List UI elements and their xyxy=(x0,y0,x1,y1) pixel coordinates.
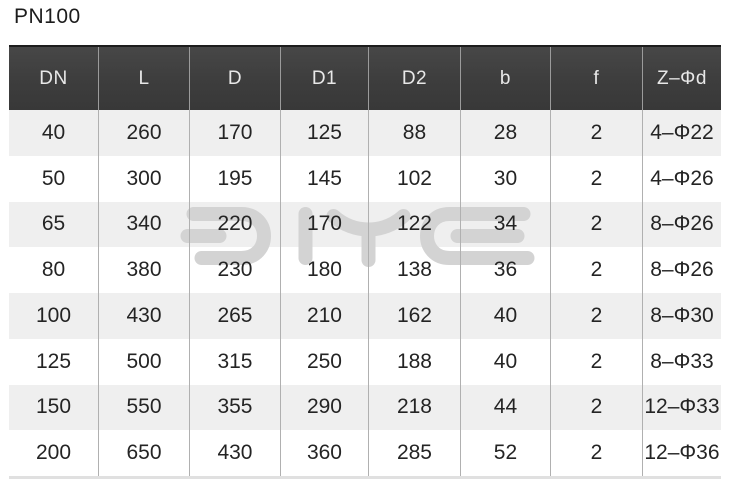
table-row: 50 300 195 145 102 30 2 4–Φ26 xyxy=(9,155,721,202)
table-row: 125 500 315 250 188 40 2 8–Φ33 xyxy=(9,338,721,385)
table-cell: 150 xyxy=(35,395,72,419)
table-cell: 65 xyxy=(41,212,66,236)
table-cell: 88 xyxy=(367,110,460,156)
table-cell: 2 xyxy=(549,247,642,293)
table-cell: 260 xyxy=(98,110,189,156)
table-cell: 40 xyxy=(459,338,550,385)
table-row: 40 260 170 125 88 28 2 4–Φ22 xyxy=(9,110,721,156)
table-cell: 2 xyxy=(549,155,642,202)
table-cell: 8–Φ33 xyxy=(641,338,721,385)
table-cell: 50 xyxy=(41,166,66,190)
table-cell: 265 xyxy=(188,293,280,339)
table-cell: 12–Φ36 xyxy=(641,430,721,476)
table-cell: 4–Φ26 xyxy=(641,155,721,202)
column-header-d: D xyxy=(188,47,280,110)
table-cell: 315 xyxy=(188,338,280,385)
table-cell: 28 xyxy=(459,110,550,156)
table-cell: 195 xyxy=(188,155,280,202)
table-cell: 180 xyxy=(279,247,368,293)
column-header-l: L xyxy=(98,47,189,110)
table-cell: 80 xyxy=(41,258,66,282)
dimension-table: DN L D D1 D2 b f Z–Φd 40 260 170 125 88 28 2 4–… xyxy=(9,45,721,479)
column-header-d2: D2 xyxy=(367,47,460,110)
table-cell: 4–Φ22 xyxy=(641,110,721,156)
table-cell: 360 xyxy=(279,430,368,476)
table-cell: 290 xyxy=(279,384,368,431)
table-cell: 40 xyxy=(41,120,66,144)
table-cell: 122 xyxy=(367,201,460,248)
table-cell: 8–Φ26 xyxy=(641,247,721,293)
table-row: 65 340 220 170 122 34 2 8–Φ26 xyxy=(9,201,721,248)
table-row: 150 550 355 290 218 44 2 12–Φ33 xyxy=(9,384,721,431)
table-cell: 8–Φ30 xyxy=(641,293,721,339)
table-row: 200 650 430 360 285 52 2 12–Φ36 xyxy=(9,430,721,476)
column-header-zphid: Z–Φd xyxy=(641,47,721,110)
table-cell: 218 xyxy=(367,384,460,431)
table-body: 40 260 170 125 88 28 2 4–Φ22 50 300 195 145 102 30 2 4–… xyxy=(9,110,721,476)
table-cell: 2 xyxy=(549,338,642,385)
page-title: PN100 xyxy=(14,5,81,28)
table-cell: 380 xyxy=(98,247,189,293)
table-cell: 170 xyxy=(188,110,280,156)
table-cell: 250 xyxy=(279,338,368,385)
table-cell: 138 xyxy=(367,247,460,293)
table-cell: 36 xyxy=(459,247,550,293)
table-cell: 170 xyxy=(279,201,368,248)
table-cell: 8–Φ26 xyxy=(641,201,721,248)
table-cell: 2 xyxy=(549,384,642,431)
column-header-b: b xyxy=(459,47,550,110)
table-cell: 44 xyxy=(459,384,550,431)
table-cell: 500 xyxy=(98,338,189,385)
table-cell: 200 xyxy=(35,441,72,465)
table-cell: 2 xyxy=(549,201,642,248)
table-cell: 40 xyxy=(459,293,550,339)
table-cell: 188 xyxy=(367,338,460,385)
table-cell: 34 xyxy=(459,201,550,248)
table-cell: 230 xyxy=(188,247,280,293)
table-cell: 210 xyxy=(279,293,368,339)
table-cell: 340 xyxy=(98,201,189,248)
table-cell: 145 xyxy=(279,155,368,202)
table-cell: 2 xyxy=(549,430,642,476)
table-row: 80 380 230 180 138 36 2 8–Φ26 xyxy=(9,247,721,293)
table-cell: 300 xyxy=(98,155,189,202)
table-cell: 102 xyxy=(367,155,460,202)
table-cell: 220 xyxy=(188,201,280,248)
table-cell: 52 xyxy=(459,430,550,476)
table-row: 100 430 265 210 162 40 2 8–Φ30 xyxy=(9,293,721,339)
table-cell: 430 xyxy=(98,293,189,339)
table-header-row: DN L D D1 D2 b f Z–Φd xyxy=(9,45,721,110)
table-cell: 12–Φ33 xyxy=(641,384,721,431)
table-cell: 430 xyxy=(188,430,280,476)
column-header-dn: DN xyxy=(39,67,68,89)
column-header-d1: D1 xyxy=(279,47,368,110)
table-cell: 550 xyxy=(98,384,189,431)
table-cell: 30 xyxy=(459,155,550,202)
table-cell: 285 xyxy=(367,430,460,476)
table-cell: 2 xyxy=(549,293,642,339)
table-cell: 650 xyxy=(98,430,189,476)
table-cell: 355 xyxy=(188,384,280,431)
table-cell: 125 xyxy=(279,110,368,156)
column-header-f: f xyxy=(549,47,642,110)
table-cell: 125 xyxy=(35,349,72,373)
table-cell: 2 xyxy=(549,110,642,156)
table-cell: 162 xyxy=(367,293,460,339)
table-cell: 100 xyxy=(35,303,72,327)
